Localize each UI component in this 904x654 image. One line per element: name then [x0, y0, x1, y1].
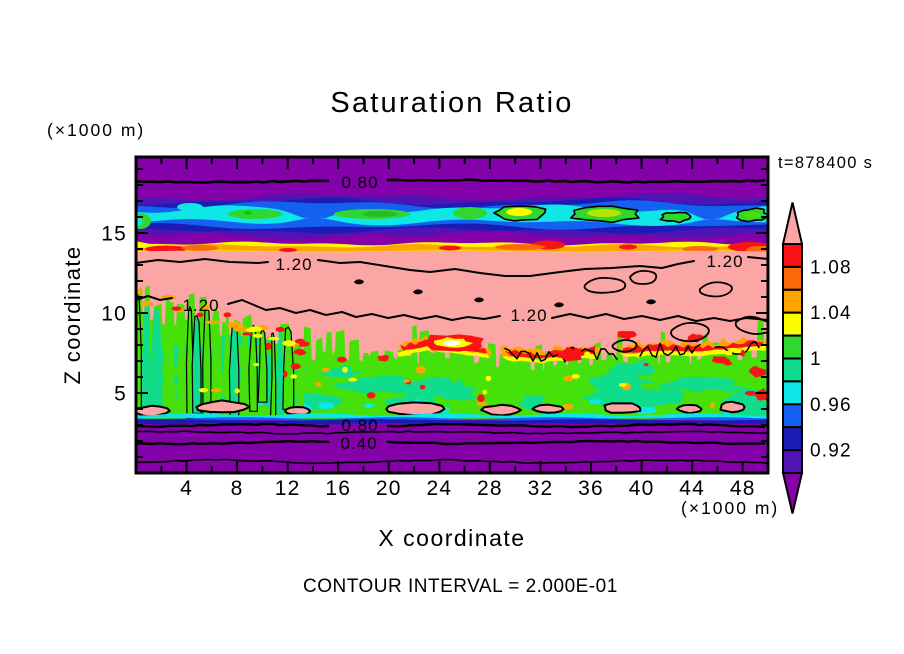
svg-text:(×1000 m): (×1000 m) [47, 120, 145, 140]
svg-text:0.80: 0.80 [341, 173, 378, 192]
svg-text:0.80: 0.80 [341, 416, 378, 435]
svg-text:0.40: 0.40 [340, 434, 377, 453]
svg-text:t=878400 s: t=878400 s [778, 154, 873, 172]
svg-text:36: 36 [578, 477, 604, 500]
svg-text:X coordinate: X coordinate [378, 525, 525, 551]
svg-text:CONTOUR INTERVAL = 2.000E-01: CONTOUR INTERVAL = 2.000E-01 [303, 576, 618, 597]
svg-text:1: 1 [810, 349, 822, 370]
svg-text:0.96: 0.96 [810, 395, 852, 416]
svg-text:1.20: 1.20 [182, 296, 219, 315]
svg-text:24: 24 [426, 477, 452, 500]
svg-text:1.08: 1.08 [810, 257, 852, 278]
svg-text:4: 4 [180, 477, 193, 500]
svg-text:12: 12 [275, 477, 301, 500]
svg-text:32: 32 [528, 477, 554, 500]
svg-text:44: 44 [679, 477, 705, 500]
svg-text:15: 15 [101, 223, 127, 246]
svg-text:Saturation Ratio: Saturation Ratio [330, 87, 573, 119]
svg-text:8: 8 [231, 477, 244, 500]
svg-text:48: 48 [730, 477, 756, 500]
svg-text:20: 20 [376, 477, 402, 500]
svg-text:1.20: 1.20 [275, 255, 312, 274]
svg-text:1.20: 1.20 [706, 252, 743, 271]
svg-text:1.04: 1.04 [810, 303, 852, 324]
svg-text:Z coordinate: Z coordinate [60, 245, 85, 384]
svg-text:1.20: 1.20 [510, 306, 547, 325]
svg-text:16: 16 [325, 477, 351, 500]
svg-text:10: 10 [101, 303, 127, 326]
svg-text:28: 28 [477, 477, 503, 500]
svg-text:40: 40 [629, 477, 655, 500]
svg-text:5: 5 [114, 383, 127, 406]
svg-text:0.92: 0.92 [810, 441, 852, 462]
svg-text:(×1000 m): (×1000 m) [681, 498, 779, 518]
